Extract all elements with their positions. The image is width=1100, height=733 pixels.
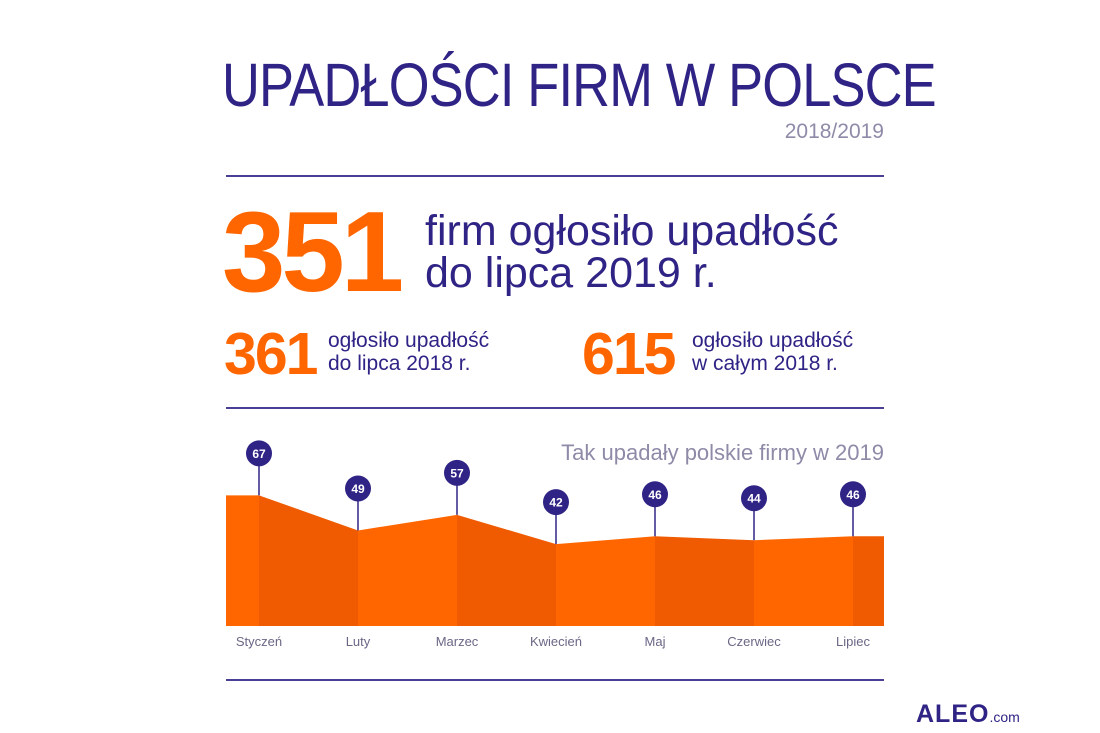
divider-top — [226, 175, 884, 177]
area-segment — [556, 536, 655, 626]
divider-middle — [226, 407, 884, 409]
area-segment — [754, 536, 853, 626]
divider-bottom — [226, 679, 884, 681]
x-tick-label: Kwiecień — [530, 634, 582, 649]
area-segment-start — [226, 495, 259, 626]
stat-2018-total-line1: ogłosiło upadłość — [692, 329, 854, 352]
stat-2018-july-line2: do lipca 2018 r. — [328, 352, 471, 375]
x-tick-label: Czerwiec — [727, 634, 781, 649]
data-point-marker — [345, 475, 371, 502]
data-label: 57 — [450, 466, 464, 480]
data-point-marker — [741, 485, 767, 512]
stat-2018-total-line2: w całym 2018 r. — [692, 352, 838, 375]
area-segment — [259, 495, 358, 626]
data-label: 44 — [747, 492, 761, 506]
x-tick-label: Maj — [645, 634, 666, 649]
main-stat-line2: do lipca 2019 r. — [425, 249, 717, 297]
x-tick-label: Lipiec — [836, 634, 870, 649]
stat-2018-total-value: 615 — [582, 321, 676, 387]
logo-main-text: ALEO — [916, 700, 990, 728]
data-label: 49 — [351, 482, 365, 496]
chart-title: Tak upadały polskie firmy w 2019 — [561, 440, 884, 465]
main-stat-value: 351 — [222, 189, 404, 316]
x-tick-label: Styczeń — [236, 634, 282, 649]
stat-2018-july-line1: ogłosiło upadłość — [328, 329, 490, 352]
aleo-logo: ALEO.com — [916, 700, 1020, 729]
area-segment-end — [853, 536, 884, 626]
main-stat-line1: firm ogłosiło upadłość — [425, 207, 839, 255]
logo-suffix-text: .com — [989, 709, 1020, 725]
stat-2018-total-text: ogłosiło upadłość w całym 2018 r. — [692, 329, 853, 375]
main-stat-text: firm ogłosiło upadłość do lipca 2019 r. — [425, 207, 839, 297]
area-segment — [457, 514, 556, 626]
data-label: 42 — [549, 496, 563, 510]
data-point-marker — [840, 481, 866, 508]
data-point-marker — [444, 459, 470, 486]
data-label: 67 — [252, 447, 266, 461]
x-tick-label: Marzec — [436, 634, 479, 649]
stat-2018-july-value: 361 — [224, 321, 318, 387]
x-tick-label: Luty — [346, 634, 371, 649]
stat-2018-july-text: ogłosiło upadłość do lipca 2018 r. — [328, 329, 489, 375]
area-segment — [655, 536, 754, 626]
data-label: 46 — [648, 488, 662, 502]
data-point-marker — [642, 481, 668, 508]
data-label: 46 — [846, 488, 860, 502]
page-subtitle-years: 2018/2019 — [784, 120, 884, 143]
data-point-marker — [246, 440, 272, 467]
area-segment — [358, 514, 457, 626]
data-point-marker — [543, 489, 569, 516]
